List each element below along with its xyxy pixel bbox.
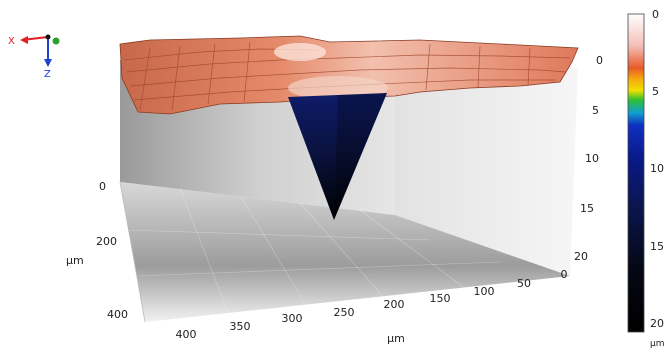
surface-highlight bbox=[274, 43, 326, 61]
z-tick-label: 15 bbox=[580, 202, 594, 215]
y-axis-dot-icon bbox=[52, 37, 60, 45]
pit-cone-shade bbox=[334, 93, 387, 220]
gizmo-z-label: Z bbox=[44, 69, 51, 80]
x-tick-label: 350 bbox=[230, 320, 251, 333]
x-tick-label: 250 bbox=[334, 306, 355, 319]
x-axis-label: µm bbox=[387, 332, 405, 345]
colorbar-tick-label: 5 bbox=[652, 85, 659, 98]
x-tick-label: 200 bbox=[384, 298, 405, 311]
y-axis-label: µm bbox=[66, 254, 84, 267]
x-tick-label: 0 bbox=[561, 268, 568, 281]
gizmo-x-label: X bbox=[8, 36, 15, 47]
x-axis: 400 350 300 250 200 150 100 50 0 µm bbox=[176, 268, 568, 345]
colorbar-unit-label: µm bbox=[650, 339, 665, 349]
z-arrowhead-icon bbox=[44, 59, 52, 67]
floor-grid bbox=[127, 187, 501, 319]
orientation-gizmo[interactable]: X Z bbox=[8, 34, 60, 81]
right-wall bbox=[395, 52, 578, 276]
z-tick-label: 0 bbox=[596, 54, 603, 67]
y-tick-label: 0 bbox=[99, 180, 106, 193]
y-axis: 0 200 400 µm bbox=[66, 180, 146, 323]
pit-cone bbox=[288, 93, 387, 220]
colorbar-tick-label: 20 bbox=[650, 317, 664, 330]
z-tick-label: 10 bbox=[585, 152, 599, 165]
z-tick-label: 20 bbox=[574, 250, 588, 263]
colorbar-tick-label: 15 bbox=[650, 240, 664, 253]
z-axis: 0 5 10 15 20 bbox=[574, 54, 603, 263]
y-tick-label: 200 bbox=[96, 235, 117, 248]
x-arrowhead-icon bbox=[20, 36, 28, 44]
x-tick-label: 400 bbox=[176, 328, 197, 341]
x-tick-label: 150 bbox=[430, 292, 451, 305]
z-tick-label: 5 bbox=[592, 104, 599, 117]
colorbar-tick-label: 10 bbox=[650, 162, 664, 175]
colorbar: 0 5 10 15 20 µm bbox=[627, 8, 665, 349]
floor-plane bbox=[120, 182, 570, 322]
colorbar-gradient bbox=[627, 13, 645, 333]
origin-dot-icon bbox=[45, 34, 51, 40]
y-tick-label: 400 bbox=[107, 308, 128, 321]
colorbar-tick-label: 0 bbox=[652, 8, 659, 21]
x-tick-label: 50 bbox=[517, 277, 531, 290]
x-tick-label: 100 bbox=[474, 285, 495, 298]
x-tick-label: 300 bbox=[282, 312, 303, 325]
